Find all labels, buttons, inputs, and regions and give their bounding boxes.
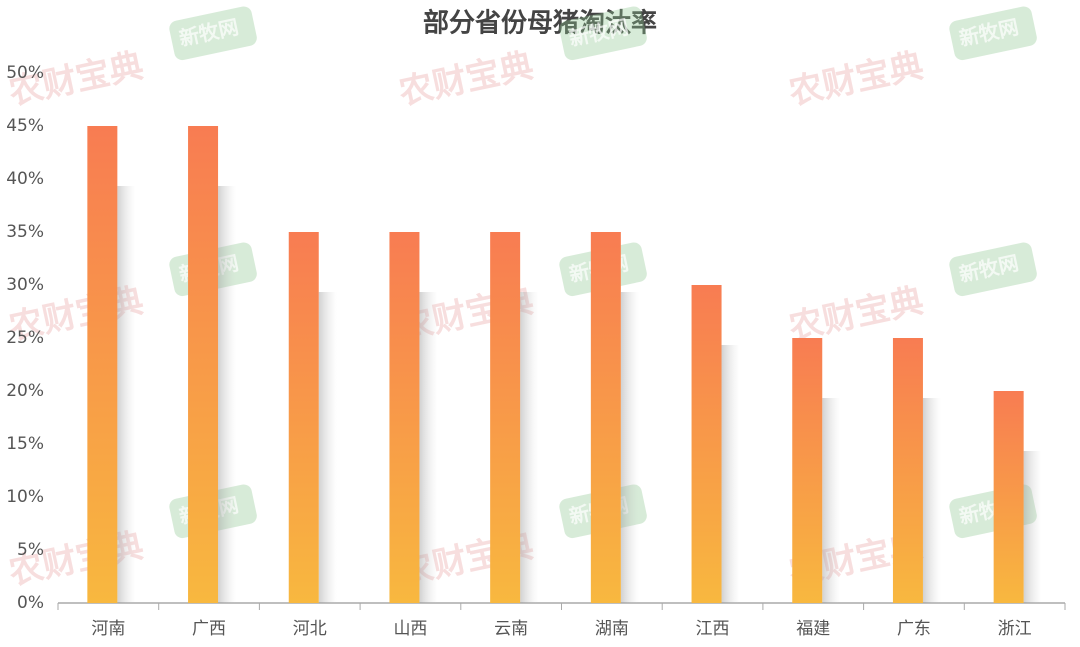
y-tick-label: 45%	[6, 116, 44, 136]
x-tick-label: 云南	[494, 619, 528, 639]
watermark: 农财宝典	[786, 281, 927, 348]
x-tick-label: 广东	[897, 619, 931, 639]
x-tick-label: 河北	[293, 619, 327, 639]
bar	[993, 391, 1024, 603]
y-tick-label: 50%	[6, 63, 44, 83]
watermark: 农财宝典	[396, 46, 537, 113]
x-tick-label: 湖南	[595, 619, 629, 639]
bar	[691, 285, 722, 603]
bar-shadow	[117, 186, 136, 603]
y-tick-label: 25%	[6, 328, 44, 348]
bar-shadow	[520, 292, 539, 603]
bar	[87, 126, 118, 603]
bar-shadow	[620, 292, 639, 603]
bar-shadow	[822, 398, 841, 603]
watermark-badge	[949, 242, 1037, 297]
y-tick-label: 5%	[17, 540, 44, 560]
y-tick-label: 20%	[6, 381, 44, 401]
y-tick-label: 40%	[6, 169, 44, 189]
y-tick-label: 0%	[17, 593, 44, 613]
bar	[288, 232, 319, 603]
watermark: 农财宝典	[786, 46, 927, 113]
bar	[892, 338, 923, 603]
watermark-badge	[169, 6, 257, 61]
watermark-badge	[559, 6, 647, 61]
x-tick-label: 河南	[91, 619, 125, 639]
x-tick-label: 江西	[696, 619, 730, 639]
bar	[590, 232, 621, 603]
bar-shadow	[218, 186, 237, 603]
y-tick-label: 35%	[6, 222, 44, 242]
bar-shadow	[721, 345, 740, 603]
bar-shadow	[318, 292, 337, 603]
x-tick-label: 浙江	[998, 619, 1032, 639]
x-tick-label: 福建	[796, 619, 830, 639]
bar-shadow	[1023, 451, 1042, 603]
watermark-badge	[949, 6, 1037, 61]
chart-title: 部分省份母猪淘汰率	[423, 8, 657, 39]
bar-shadow	[922, 398, 941, 603]
y-tick-label: 10%	[6, 487, 44, 507]
x-tick-label: 广西	[192, 619, 226, 639]
bar	[389, 232, 420, 603]
y-tick-label: 30%	[6, 275, 44, 295]
bar	[792, 338, 823, 603]
bar	[188, 126, 219, 603]
bar-shadow	[419, 292, 438, 603]
bar	[490, 232, 521, 603]
x-tick-label: 山西	[393, 619, 427, 639]
y-tick-label: 15%	[6, 434, 44, 454]
